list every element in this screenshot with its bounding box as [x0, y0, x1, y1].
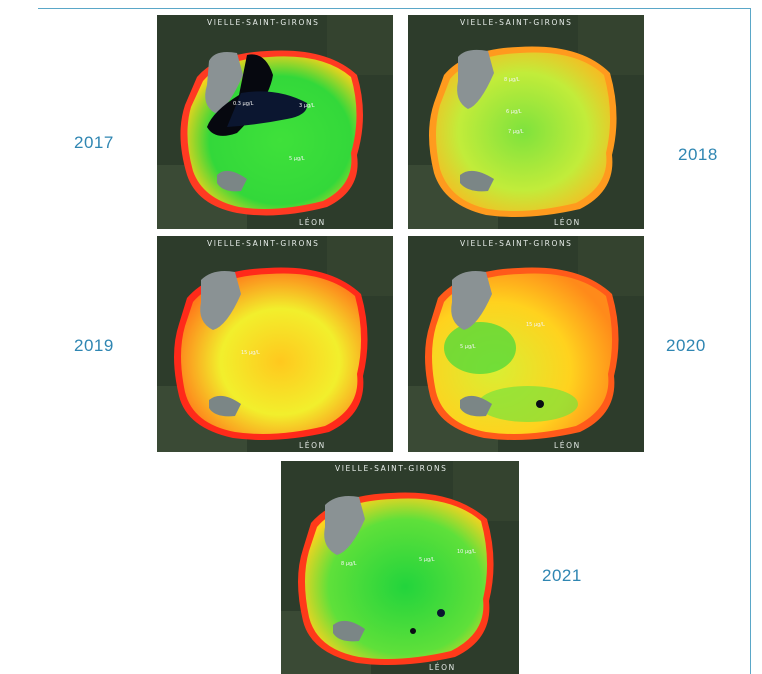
north-town-label: VIELLE-SAINT-GIRONS	[460, 18, 573, 27]
lake-map-2019: VIELLE-SAINT-GIRONS LÉON 15 µg/L	[157, 236, 393, 452]
concentration-label: 0.3 µg/L	[233, 101, 254, 107]
north-town-label: VIELLE-SAINT-GIRONS	[207, 18, 320, 27]
south-town-label: LÉON	[554, 218, 581, 227]
right-border-line	[750, 8, 751, 674]
concentration-label: 5 µg/L	[419, 557, 435, 563]
concentration-label: 15 µg/L	[526, 322, 545, 328]
concentration-label: 15 µg/L	[241, 350, 260, 356]
lake-map-2021: VIELLE-SAINT-GIRONS LÉON 8 µg/L 5 µg/L 1…	[281, 461, 519, 674]
south-town-label: LÉON	[429, 663, 456, 672]
year-label-2020: 2020	[666, 336, 706, 355]
year-label-2021: 2021	[542, 566, 582, 585]
north-town-label: VIELLE-SAINT-GIRONS	[207, 239, 320, 248]
year-label-2018: 2018	[678, 145, 718, 164]
north-town-label: VIELLE-SAINT-GIRONS	[335, 464, 448, 473]
lake-map-2017: VIELLE-SAINT-GIRONS LÉON 0.3 µg/L 3 µg/L…	[157, 15, 393, 229]
concentration-label: 5 µg/L	[289, 156, 305, 162]
north-town-label: VIELLE-SAINT-GIRONS	[460, 239, 573, 248]
concentration-label: 6 µg/L	[506, 109, 522, 115]
top-border-line	[38, 8, 750, 9]
south-town-label: LÉON	[299, 218, 326, 227]
concentration-label: 8 µg/L	[504, 77, 520, 83]
concentration-label: 5 µg/L	[460, 344, 476, 350]
concentration-label: 3 µg/L	[299, 103, 315, 109]
lake-map-2018: VIELLE-SAINT-GIRONS LÉON 8 µg/L 6 µg/L 7…	[408, 15, 644, 229]
year-label-2019: 2019	[74, 336, 114, 355]
year-label-2017: 2017	[74, 133, 114, 152]
concentration-label: 10 µg/L	[457, 549, 476, 555]
concentration-label: 7 µg/L	[508, 129, 524, 135]
lake-map-2020: VIELLE-SAINT-GIRONS LÉON 15 µg/L 5 µg/L	[408, 236, 644, 452]
south-town-label: LÉON	[554, 441, 581, 450]
concentration-label: 8 µg/L	[341, 561, 357, 567]
south-town-label: LÉON	[299, 441, 326, 450]
